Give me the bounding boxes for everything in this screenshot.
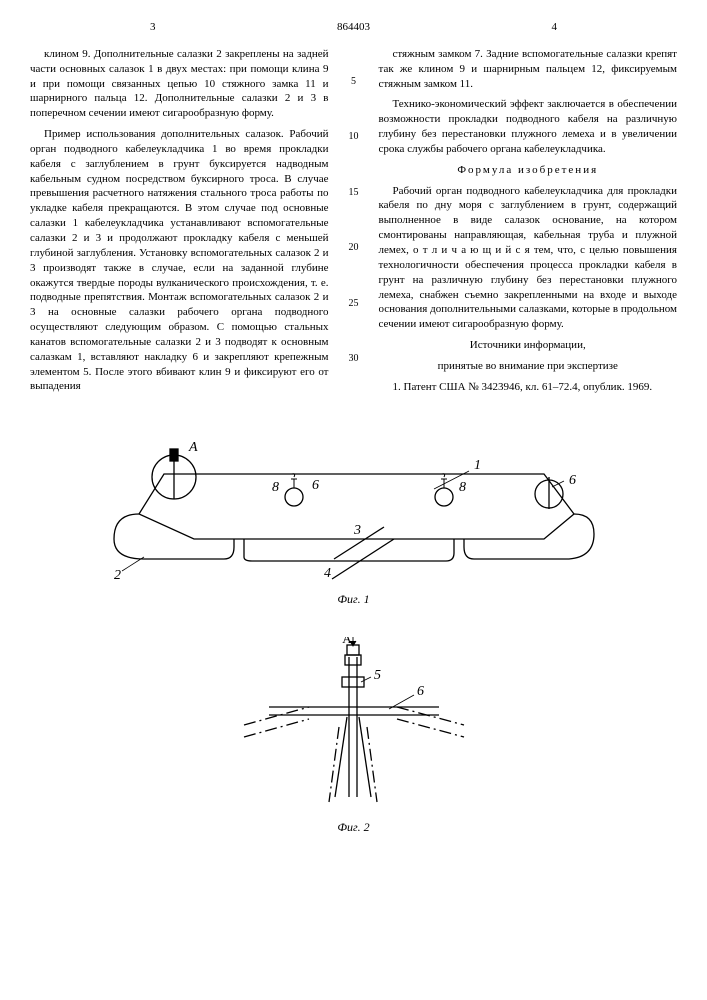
fig1-label-8b: 8 [459, 480, 466, 495]
fig1-label-1: 1 [474, 458, 481, 473]
fig1-label-4: 4 [324, 566, 331, 581]
fig1-label-2: 2 [114, 568, 121, 583]
page-number-right: 4 [552, 20, 558, 35]
left-column: клином 9. Дополнительные салазки 2 закре… [30, 47, 329, 401]
line-marker: 15 [347, 186, 361, 200]
line-marker: 10 [347, 130, 361, 144]
fig1-label-3: 3 [353, 523, 361, 538]
source-item-1: 1. Патент США № 3423946, кл. 61–72.4, оп… [379, 380, 678, 395]
right-column: стяжным замком 7. Задние вспомогательные… [379, 47, 678, 401]
right-paragraph-3: Рабочий орган подводного кабелеукладчика… [379, 184, 678, 332]
text-columns: клином 9. Дополнительные салазки 2 закре… [30, 47, 677, 401]
figure-2-svg: A 5 6 [239, 637, 469, 817]
right-paragraph-1: стяжным замком 7. Задние вспомогательные… [379, 47, 678, 92]
fig1-label-6b: 6 [569, 473, 576, 488]
page-number-left: 3 [150, 20, 156, 35]
line-marker: 20 [347, 241, 361, 255]
figure-1-svg: A 1 2 3 4 6 6 8 8 [74, 419, 634, 589]
figures-area: A 1 2 3 4 6 6 8 8 Фиг. 1 [30, 419, 677, 835]
figure-1-caption: Фиг. 1 [30, 591, 677, 607]
sources-subtitle: принятые во внимание при экспертизе [379, 359, 678, 374]
line-marker: 30 [347, 352, 361, 366]
left-paragraph-2: Пример использования дополнительных сала… [30, 127, 329, 394]
line-marker: 5 [347, 75, 361, 89]
line-number-gutter: 5 10 15 20 25 30 [347, 47, 361, 401]
sources-title: Источники информации, [379, 338, 678, 353]
fig1-label-A: A [188, 440, 198, 455]
fig2-label-6: 6 [417, 684, 424, 699]
right-paragraph-2: Технико-экономический эффект заключается… [379, 97, 678, 156]
document-number: 864403 [337, 20, 370, 35]
figure-2-caption: Фиг. 2 [30, 819, 677, 835]
left-paragraph-1: клином 9. Дополнительные салазки 2 закре… [30, 47, 329, 121]
fig1-label-6a: 6 [312, 478, 319, 493]
fig2-label-5: 5 [374, 668, 381, 683]
page-header: 3 864403 4 [30, 20, 677, 35]
line-marker: 25 [347, 297, 361, 311]
fig1-label-8a: 8 [272, 480, 279, 495]
formula-title: Формула изобретения [379, 163, 678, 178]
